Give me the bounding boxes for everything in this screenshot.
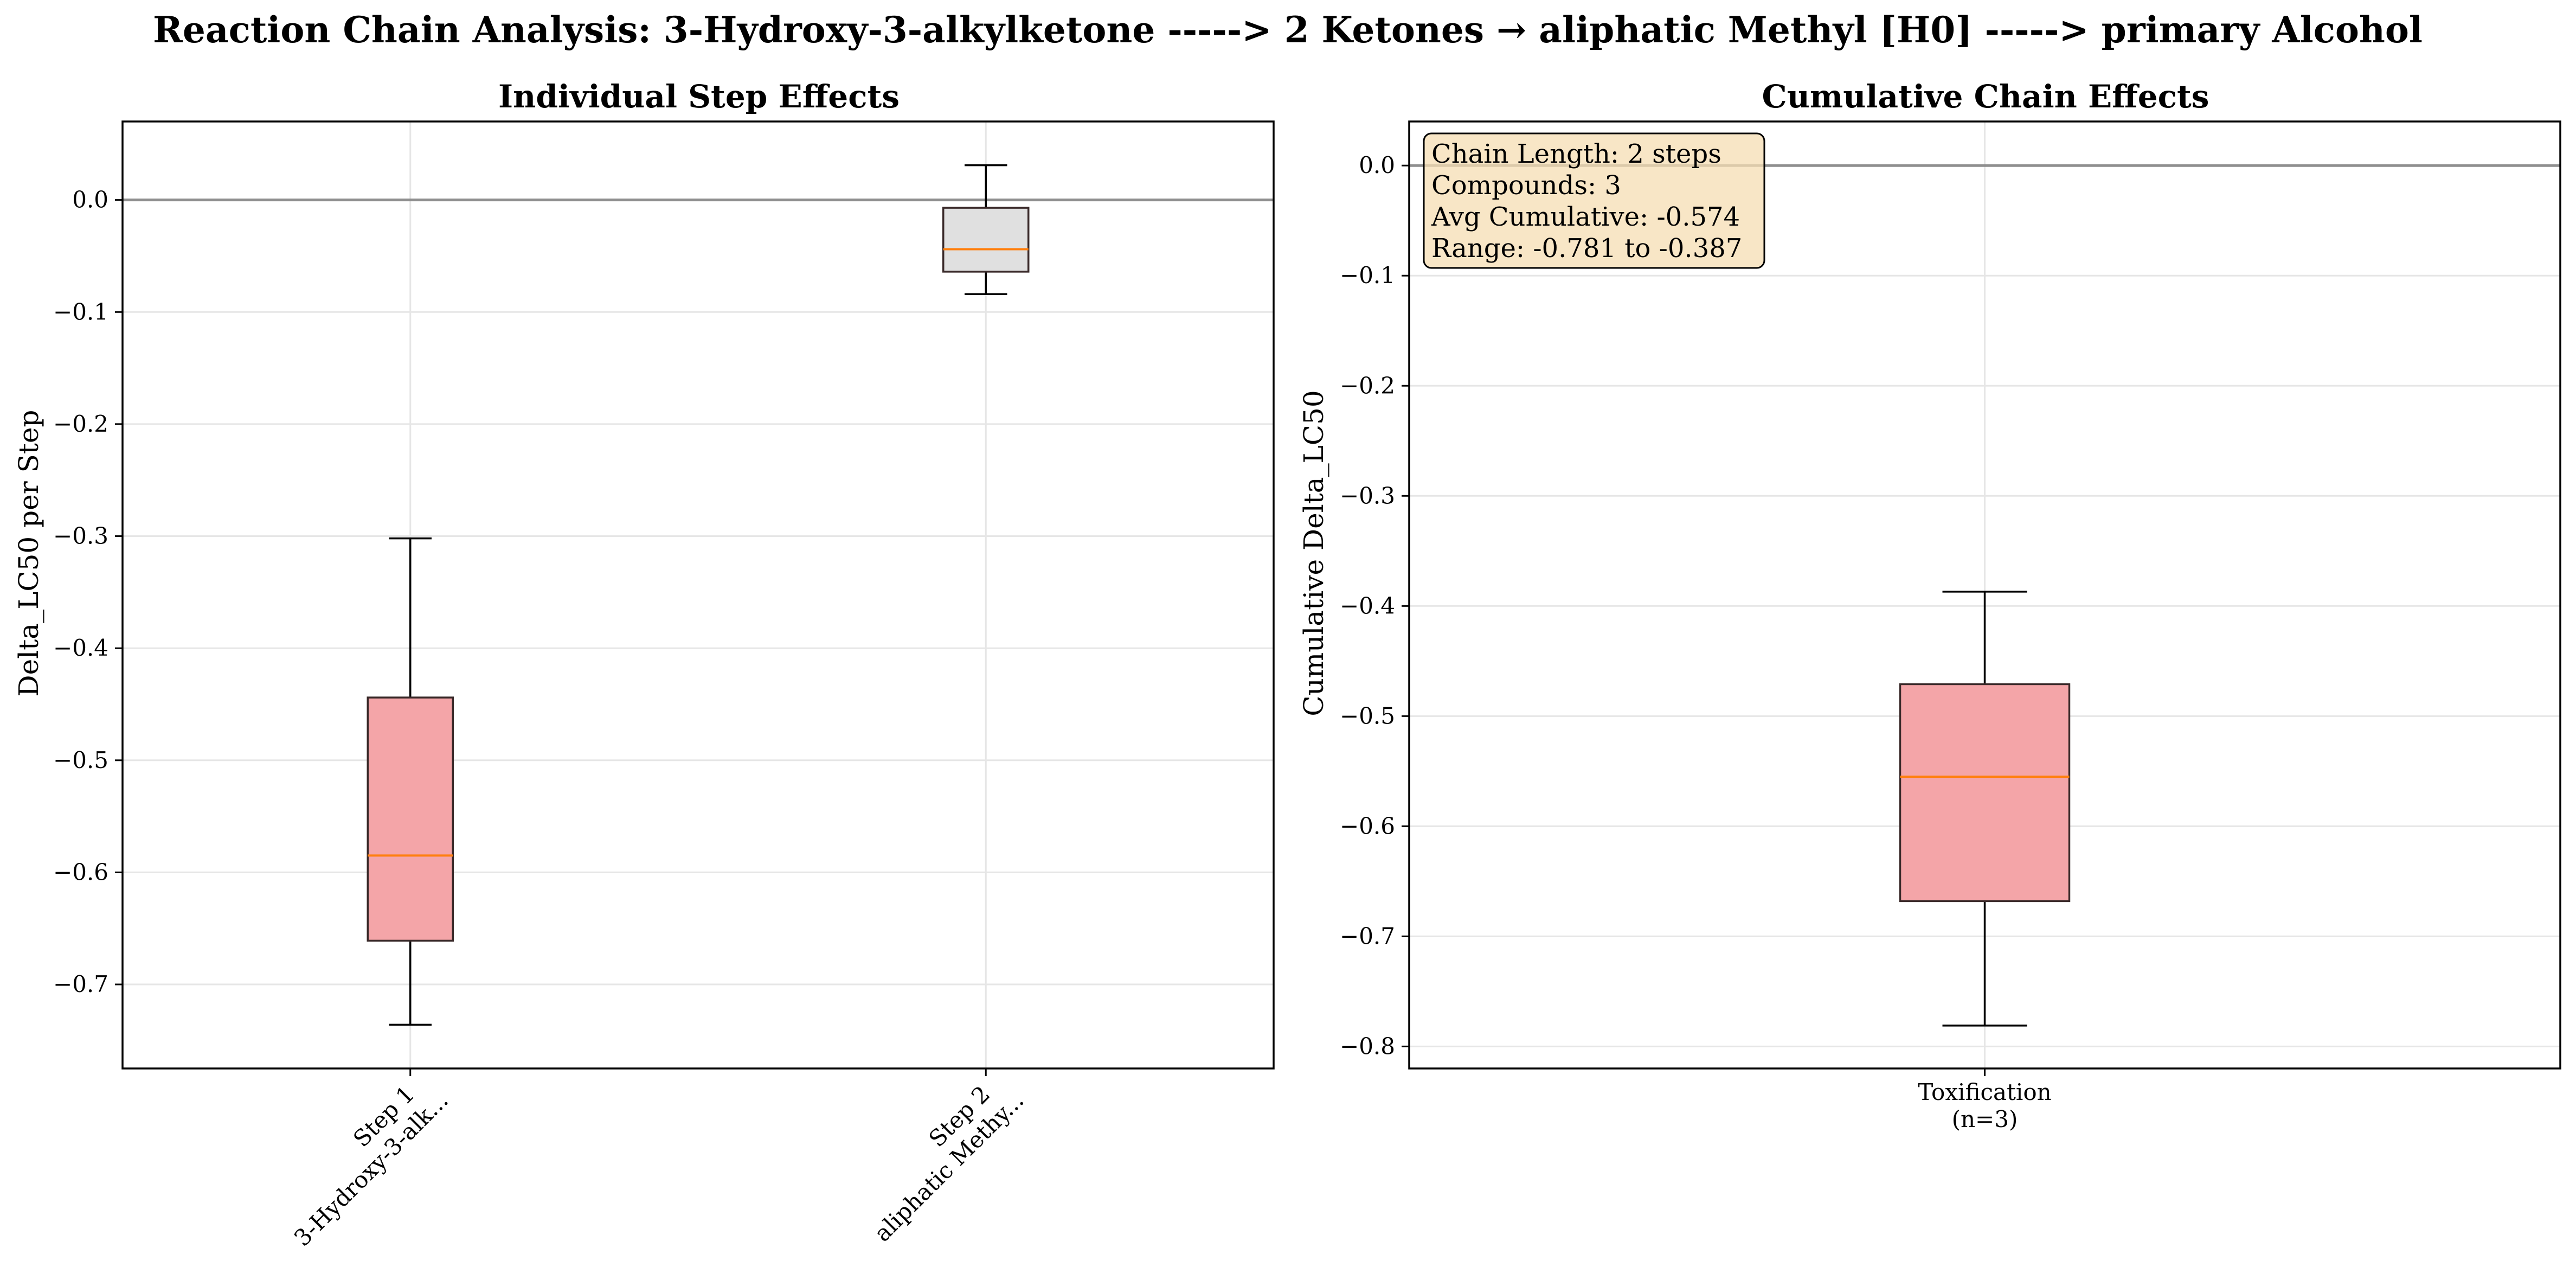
panel-title: Individual Step Effects bbox=[498, 78, 900, 115]
y-tick-label: −0.6 bbox=[53, 859, 108, 885]
info-box-line: Compounds: 3 bbox=[1431, 170, 1621, 201]
iqr-box bbox=[1899, 683, 2071, 903]
y-tick-label: −0.5 bbox=[53, 747, 108, 773]
info-box-line: Range: -0.781 to -0.387 bbox=[1431, 233, 1742, 264]
y-tick-label: −0.1 bbox=[1340, 262, 1395, 289]
y-tick-label: −0.2 bbox=[1340, 372, 1395, 399]
y-tick-label: −0.5 bbox=[1340, 702, 1395, 729]
y-tick-label: −0.4 bbox=[53, 635, 108, 661]
y-tick-label: −0.8 bbox=[1340, 1033, 1395, 1059]
info-box-line: Avg Cumulative: -0.574 bbox=[1431, 202, 1740, 232]
x-tick-label-line1: Toxification bbox=[1918, 1079, 2051, 1105]
info-box bbox=[1423, 132, 1765, 269]
y-axis-label: Cumulative Delta_LC50 bbox=[1298, 390, 1329, 716]
y-tick-label: −0.1 bbox=[53, 298, 108, 325]
y-tick-label: 0.0 bbox=[72, 187, 108, 213]
iqr-box bbox=[942, 207, 1030, 273]
y-tick-label: −0.4 bbox=[1340, 592, 1395, 619]
iqr-box bbox=[367, 696, 454, 942]
y-tick-label: −0.3 bbox=[1340, 482, 1395, 509]
y-tick-label: −0.3 bbox=[53, 523, 108, 549]
figure-title: Reaction Chain Analysis: 3-Hydroxy-3-alk… bbox=[153, 9, 2423, 51]
info-box-line: Chain Length: 2 steps bbox=[1431, 139, 1721, 169]
plot-frame bbox=[121, 120, 1275, 1070]
y-tick-label: −0.2 bbox=[53, 411, 108, 437]
x-tick-label-line2: (n=3) bbox=[1952, 1106, 2018, 1132]
panel-title: Cumulative Chain Effects bbox=[1762, 78, 2209, 115]
y-tick-label: −0.6 bbox=[1340, 812, 1395, 839]
y-tick-label: −0.7 bbox=[1340, 923, 1395, 949]
y-tick-label: −0.7 bbox=[53, 971, 108, 997]
plot-frame bbox=[1408, 120, 2561, 1070]
y-axis-label: Delta_LC50 per Step bbox=[13, 410, 44, 697]
y-tick-label: 0.0 bbox=[1359, 152, 1395, 178]
cumulative-chain-effects-panel: Cumulative Chain Effects Cumulative Delt… bbox=[1298, 78, 2561, 1132]
